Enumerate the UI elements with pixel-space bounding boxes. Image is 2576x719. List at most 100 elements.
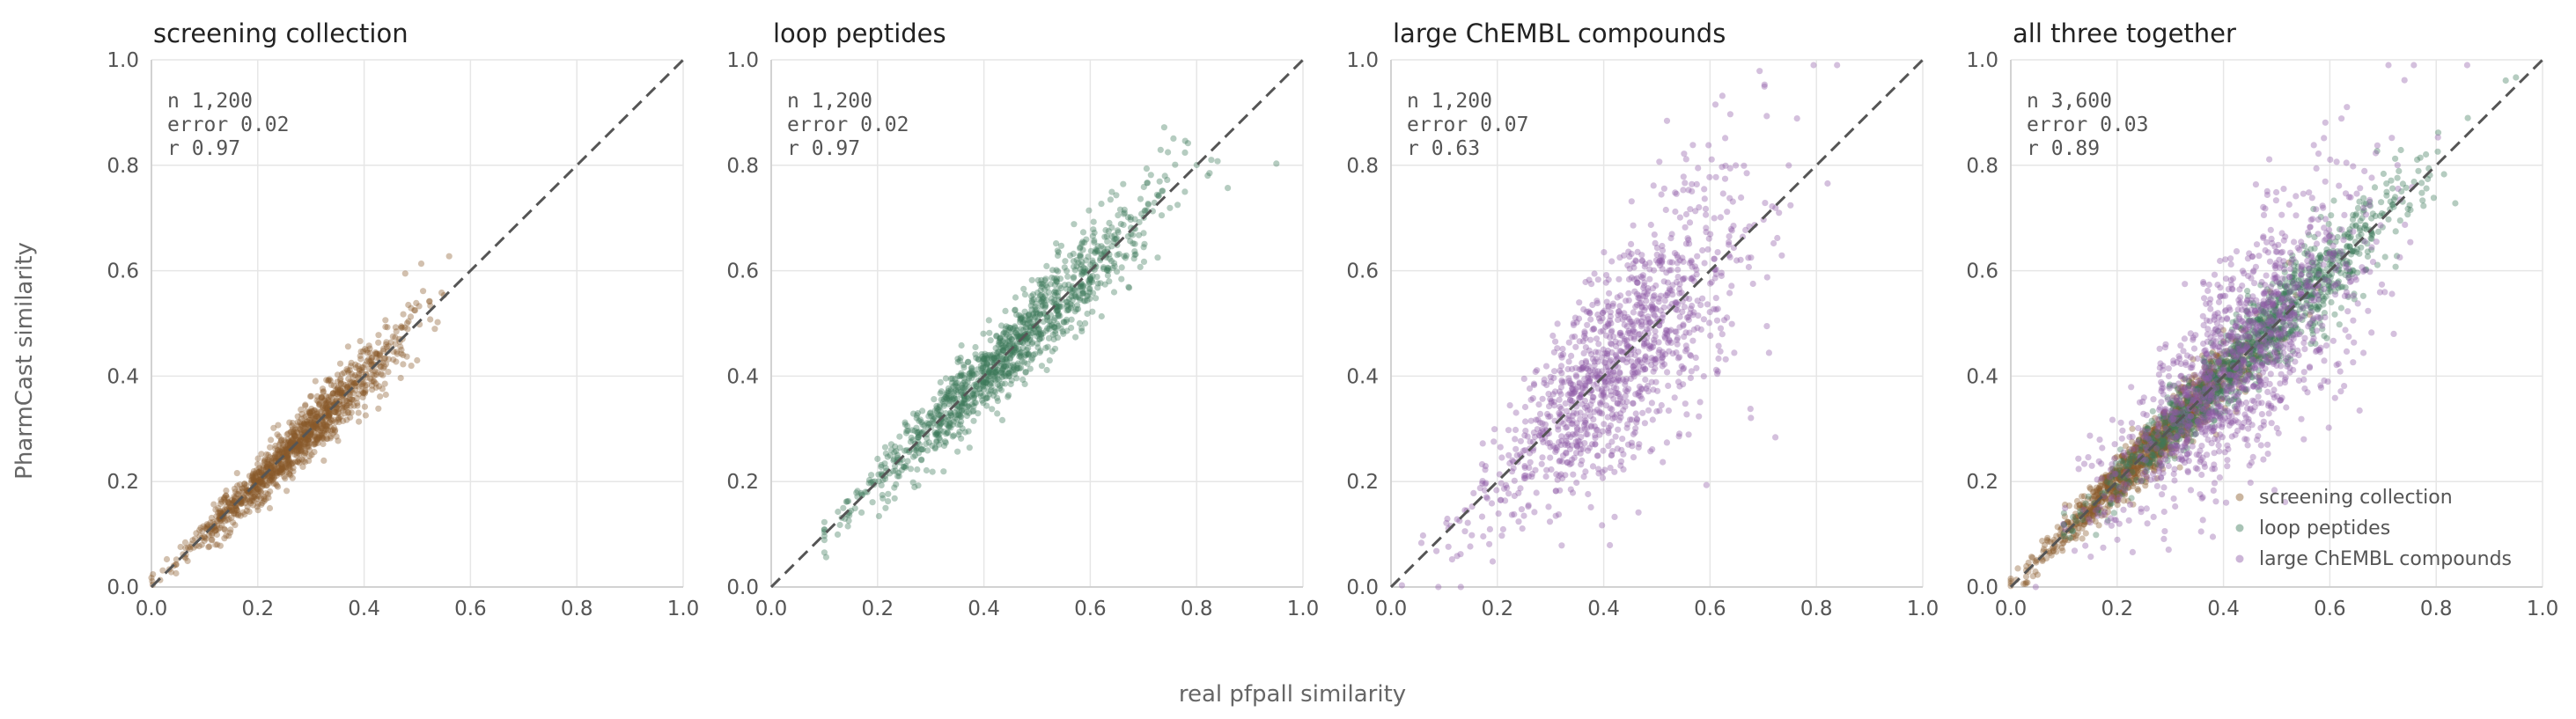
data-point — [334, 378, 341, 385]
data-point — [290, 448, 298, 455]
data-point — [1776, 209, 1783, 216]
data-point — [1726, 233, 1733, 240]
data-point — [1569, 431, 1576, 438]
data-point — [1624, 441, 1632, 448]
data-point — [1594, 276, 1601, 283]
data-point — [434, 319, 441, 326]
data-point — [184, 557, 191, 565]
data-point — [274, 446, 281, 454]
data-point — [314, 436, 321, 443]
data-point — [1154, 254, 1161, 261]
data-point — [1512, 436, 1519, 443]
data-point — [1658, 191, 1665, 198]
data-point — [1593, 335, 1601, 342]
data-point — [1652, 282, 1660, 290]
y-tick-label: 0.8 — [726, 155, 759, 178]
data-point — [229, 496, 236, 504]
data-point — [223, 492, 230, 499]
y-tick-label: 0.4 — [107, 365, 139, 388]
data-point — [1711, 255, 1718, 262]
data-point — [272, 451, 280, 458]
data-point — [1631, 362, 1638, 369]
x-tick-label: 1.0 — [667, 598, 700, 620]
x-tick-label: 0.0 — [755, 598, 788, 620]
data-point — [283, 452, 291, 459]
data-point — [1785, 162, 1792, 169]
data-point — [150, 571, 157, 578]
data-point — [282, 460, 289, 467]
data-point — [1030, 296, 1037, 303]
data-point — [993, 394, 1001, 401]
data-point — [1681, 275, 1688, 282]
data-point — [405, 301, 412, 309]
data-point — [1611, 468, 1618, 475]
data-point — [361, 403, 368, 410]
data-point — [1089, 308, 1096, 315]
data-point — [2025, 559, 2032, 566]
data-point — [1623, 297, 1630, 304]
data-point — [1090, 218, 1097, 225]
data-point — [1101, 281, 1108, 288]
data-point — [1521, 432, 1528, 439]
data-point — [382, 391, 389, 399]
data-point — [1551, 368, 1558, 375]
data-point — [250, 476, 257, 483]
data-point — [1706, 319, 1713, 326]
data-point — [320, 421, 328, 429]
data-point — [1615, 426, 1622, 433]
data-point — [1638, 304, 1645, 312]
data-point — [1435, 583, 1442, 591]
data-point — [196, 526, 203, 534]
data-point — [1599, 522, 1606, 529]
data-point — [1506, 402, 1513, 409]
data-point — [1540, 438, 1547, 445]
data-point — [1651, 339, 1658, 346]
data-point — [269, 470, 276, 477]
data-point — [1512, 409, 1520, 416]
data-point — [1565, 339, 1572, 346]
data-point — [1077, 244, 1084, 251]
data-point — [1398, 582, 1405, 589]
data-point — [1467, 543, 1474, 550]
data-point — [1599, 474, 1607, 481]
data-point — [2149, 407, 2156, 415]
data-point — [1705, 142, 1712, 149]
data-point — [319, 435, 326, 442]
data-point — [880, 495, 887, 502]
data-point — [1121, 206, 1128, 213]
data-point — [260, 481, 267, 488]
data-point — [954, 421, 961, 429]
data-point — [950, 432, 957, 439]
data-point — [277, 439, 284, 446]
data-point — [1086, 207, 1093, 214]
data-point — [938, 388, 945, 395]
data-point — [1515, 489, 1522, 496]
stat-line: error 0.02 — [167, 114, 289, 136]
data-point — [344, 343, 351, 350]
data-point — [320, 457, 328, 465]
data-point — [892, 467, 899, 474]
data-point — [868, 472, 875, 479]
data-point — [266, 462, 273, 469]
data-point — [1608, 438, 1616, 445]
data-point — [881, 444, 889, 451]
data-point — [1082, 265, 1089, 273]
data-point — [220, 496, 227, 503]
data-point — [1686, 260, 1693, 267]
data-point — [2022, 573, 2030, 580]
data-point — [323, 377, 330, 384]
data-point — [352, 361, 359, 368]
data-point — [1530, 429, 1537, 437]
data-point — [1160, 124, 1167, 131]
data-point — [325, 407, 332, 414]
data-point — [296, 456, 303, 463]
data-point — [2032, 568, 2039, 576]
data-point — [1673, 190, 1680, 197]
data-point — [1634, 248, 1641, 255]
data-point — [1468, 532, 1476, 539]
data-point — [217, 496, 224, 503]
data-point — [2129, 425, 2136, 432]
data-point — [1722, 162, 1729, 169]
data-point — [256, 480, 263, 487]
data-point — [1515, 518, 1522, 525]
